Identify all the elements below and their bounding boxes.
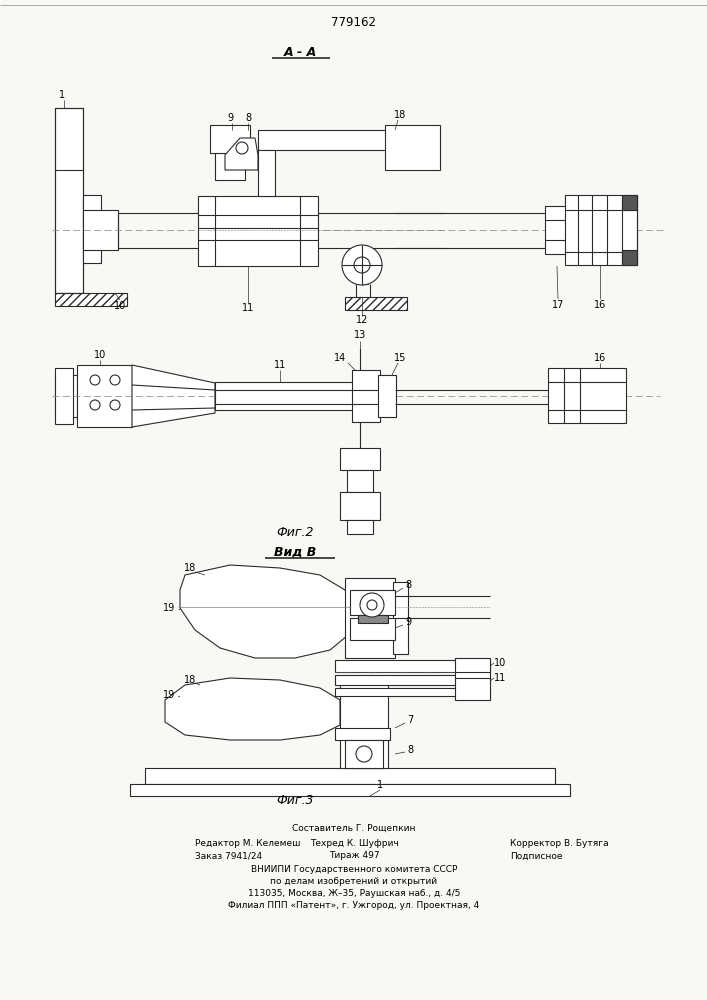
Text: 14: 14: [334, 353, 346, 363]
Bar: [345, 740, 383, 768]
Circle shape: [367, 600, 377, 610]
Bar: [55, 368, 73, 424]
Text: 17: 17: [551, 300, 564, 310]
Text: ВНИИПИ Государственного комитета СССР: ВНИИПИ Государственного комитета СССР: [251, 865, 457, 874]
Text: Фиг.2: Фиг.2: [276, 526, 314, 538]
Circle shape: [110, 375, 120, 385]
Text: 1: 1: [59, 90, 65, 100]
Circle shape: [236, 142, 248, 154]
Bar: [198, 196, 318, 266]
Bar: [565, 195, 637, 265]
Polygon shape: [225, 138, 258, 170]
Bar: [210, 125, 250, 153]
Text: 19: 19: [163, 603, 175, 613]
Circle shape: [356, 746, 372, 762]
Text: 10: 10: [494, 658, 506, 668]
Circle shape: [110, 400, 120, 410]
Bar: [55, 375, 77, 417]
Text: 11: 11: [494, 673, 506, 683]
Text: 8: 8: [407, 745, 413, 755]
Text: Тираж 497: Тираж 497: [329, 852, 380, 860]
Circle shape: [90, 400, 100, 410]
Bar: [345, 578, 395, 658]
Bar: [455, 658, 490, 700]
Bar: [358, 615, 388, 623]
Bar: [340, 683, 388, 768]
Bar: [258, 130, 438, 150]
Text: 1: 1: [377, 780, 383, 790]
Polygon shape: [258, 150, 275, 196]
Text: 16: 16: [594, 353, 606, 363]
Text: 7: 7: [407, 715, 413, 725]
Text: A - A: A - A: [284, 45, 317, 58]
Bar: [335, 675, 490, 685]
Bar: [83, 210, 118, 250]
Bar: [548, 368, 626, 423]
Text: 10: 10: [94, 350, 106, 360]
Text: 10: 10: [114, 301, 126, 311]
Bar: [345, 297, 407, 310]
Text: Заказ 7941/24: Заказ 7941/24: [195, 852, 262, 860]
Text: по делам изобретений и открытий: по делам изобретений и открытий: [271, 878, 438, 886]
Text: 15: 15: [394, 353, 407, 363]
Text: Подписное: Подписное: [510, 852, 563, 860]
Bar: [378, 375, 396, 417]
Text: Фиг.3: Фиг.3: [276, 794, 314, 806]
Polygon shape: [132, 365, 215, 427]
Text: 779162: 779162: [332, 15, 377, 28]
Bar: [622, 250, 637, 265]
Circle shape: [354, 257, 370, 273]
Text: 19: 19: [163, 690, 175, 700]
Text: 8: 8: [245, 113, 251, 123]
Bar: [393, 582, 408, 654]
Text: 113035, Москва, Ж–35, Раушская наб., д. 4/5: 113035, Москва, Ж–35, Раушская наб., д. …: [248, 890, 460, 898]
Text: Вид В: Вид В: [274, 546, 316, 558]
Text: 18: 18: [184, 563, 196, 573]
Bar: [145, 768, 555, 784]
Bar: [215, 382, 390, 410]
Text: 9: 9: [405, 617, 411, 627]
Text: Редактор М. Келемеш: Редактор М. Келемеш: [195, 838, 300, 848]
Text: 18: 18: [184, 675, 196, 685]
Bar: [335, 660, 490, 672]
Text: 12: 12: [356, 315, 368, 325]
Bar: [55, 293, 127, 306]
Bar: [83, 195, 101, 263]
Bar: [545, 206, 567, 254]
Bar: [335, 728, 390, 740]
Bar: [340, 492, 380, 520]
Bar: [55, 108, 83, 293]
Text: Техред К. Шуфрич: Техред К. Шуфрич: [310, 838, 398, 848]
Circle shape: [360, 593, 384, 617]
Text: Корректор В. Бутяга: Корректор В. Бутяга: [510, 838, 609, 848]
Text: 13: 13: [354, 330, 366, 340]
Bar: [130, 784, 570, 796]
Text: 11: 11: [274, 360, 286, 370]
Text: 9: 9: [227, 113, 233, 123]
Bar: [340, 448, 380, 470]
Text: 11: 11: [242, 303, 254, 313]
Polygon shape: [180, 565, 355, 658]
Text: 18: 18: [394, 110, 406, 120]
Text: Филиал ППП «Патент», г. Ужгород, ул. Проектная, 4: Филиал ППП «Патент», г. Ужгород, ул. Про…: [228, 902, 479, 910]
Circle shape: [90, 375, 100, 385]
Text: 16: 16: [594, 300, 606, 310]
Polygon shape: [165, 678, 340, 740]
Bar: [335, 688, 490, 696]
Bar: [622, 195, 637, 210]
Bar: [347, 470, 373, 492]
Text: 8: 8: [405, 580, 411, 590]
Circle shape: [342, 245, 382, 285]
Bar: [350, 590, 395, 615]
Text: Составитель Г. Рощепкин: Составитель Г. Рощепкин: [292, 824, 416, 832]
Bar: [347, 520, 373, 534]
Bar: [385, 125, 440, 170]
Bar: [77, 365, 132, 427]
Bar: [350, 618, 395, 640]
Bar: [215, 130, 245, 180]
Bar: [352, 370, 380, 422]
